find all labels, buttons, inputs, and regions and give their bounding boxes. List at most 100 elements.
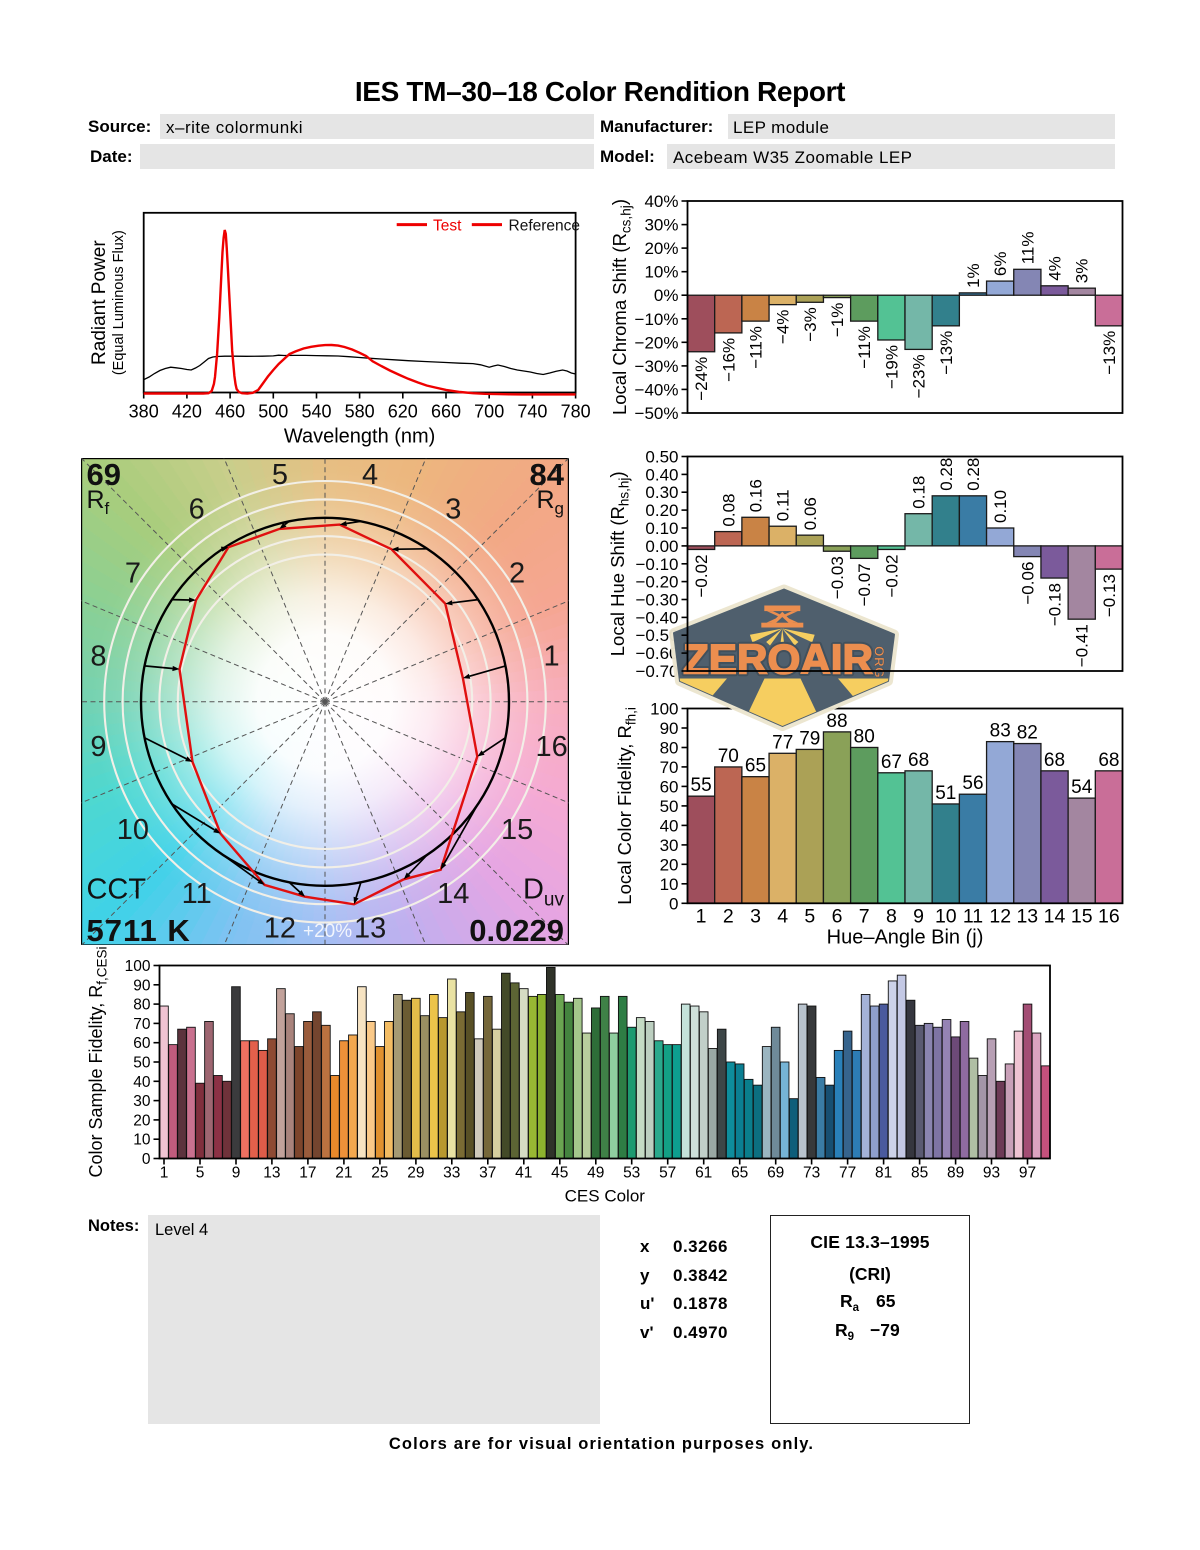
svg-text:41: 41: [515, 1165, 532, 1182]
svg-text:40: 40: [133, 1074, 151, 1091]
svg-text:10: 10: [116, 814, 148, 846]
svg-text:10: 10: [133, 1132, 151, 1149]
svg-text:68: 68: [908, 750, 929, 771]
svg-text:77: 77: [839, 1165, 856, 1182]
svg-text:Local Color Fidelity, Rfh,i: Local Color Fidelity, Rfh,i: [614, 707, 639, 905]
svg-text:25: 25: [371, 1165, 388, 1182]
svg-text:−0.03: −0.03: [828, 556, 847, 599]
svg-text:620: 620: [388, 402, 418, 422]
svg-text:12: 12: [989, 905, 1011, 927]
svg-text:97: 97: [1019, 1165, 1036, 1182]
svg-text:80: 80: [854, 727, 875, 748]
svg-text:20: 20: [133, 1112, 151, 1129]
svg-text:−0.06: −0.06: [1018, 562, 1037, 605]
svg-text:−16%: −16%: [719, 338, 738, 382]
svg-text:54: 54: [1071, 777, 1093, 798]
svg-text:93: 93: [983, 1165, 1000, 1182]
svg-text:−19%: −19%: [882, 345, 901, 389]
svg-text:−0.40: −0.40: [635, 608, 678, 627]
svg-text:69: 69: [767, 1165, 784, 1182]
svg-text:80: 80: [660, 739, 679, 758]
svg-text:−24%: −24%: [692, 357, 711, 401]
svg-text:2: 2: [723, 905, 734, 927]
svg-text:460: 460: [215, 402, 245, 422]
svg-text:Rf: Rf: [86, 486, 109, 518]
svg-text:0%: 0%: [654, 286, 679, 305]
svg-text:88: 88: [826, 711, 847, 732]
svg-text:0.28: 0.28: [964, 458, 983, 491]
svg-text:14: 14: [1044, 905, 1066, 927]
svg-text:3%: 3%: [1073, 259, 1092, 284]
svg-text:780: 780: [561, 402, 591, 422]
svg-text:Color Sample Fidelity, Rf,CESi: Color Sample Fidelity, Rf,CESi: [86, 947, 110, 1178]
svg-text:16: 16: [535, 731, 567, 763]
svg-text:Wavelength (nm): Wavelength (nm): [284, 426, 436, 448]
svg-text:69: 69: [86, 458, 120, 492]
svg-text:53: 53: [623, 1165, 640, 1182]
svg-text:81: 81: [875, 1165, 892, 1182]
svg-text:11: 11: [963, 905, 983, 927]
svg-text:6: 6: [832, 905, 843, 927]
svg-text:5711 K: 5711 K: [86, 913, 190, 945]
svg-text:660: 660: [431, 402, 461, 422]
svg-text:−0.13: −0.13: [1100, 574, 1119, 617]
svg-text:30%: 30%: [644, 216, 678, 235]
svg-text:4%: 4%: [1046, 256, 1065, 281]
svg-text:540: 540: [301, 402, 331, 422]
svg-text:0.06: 0.06: [801, 497, 820, 530]
svg-text:68: 68: [1044, 750, 1065, 771]
svg-text:500: 500: [258, 402, 288, 422]
svg-text:9: 9: [232, 1165, 241, 1182]
svg-text:−20%: −20%: [635, 333, 679, 352]
svg-text:CCT: CCT: [86, 873, 146, 905]
svg-text:−40%: −40%: [635, 380, 679, 399]
svg-text:−0.07: −0.07: [855, 563, 874, 606]
svg-text:−11%: −11%: [855, 326, 874, 369]
svg-text:3: 3: [750, 905, 761, 927]
svg-text:70: 70: [718, 746, 739, 767]
svg-text:40%: 40%: [644, 192, 678, 211]
svg-text:65: 65: [731, 1165, 748, 1182]
svg-text:−0.60: −0.60: [635, 644, 678, 663]
svg-text:84: 84: [529, 458, 564, 492]
svg-text:77: 77: [772, 732, 793, 753]
svg-text:67: 67: [881, 752, 902, 773]
svg-text:−0.10: −0.10: [635, 555, 678, 574]
svg-text:0: 0: [669, 894, 678, 913]
svg-text:65: 65: [745, 756, 766, 777]
svg-text:5: 5: [271, 459, 287, 491]
svg-text:0.16: 0.16: [747, 479, 766, 512]
svg-text:Duv: Duv: [522, 873, 563, 910]
svg-text:83: 83: [990, 721, 1011, 742]
svg-text:−23%: −23%: [910, 354, 929, 398]
svg-text:68: 68: [1098, 750, 1119, 771]
svg-text:1: 1: [543, 640, 559, 672]
svg-text:ZEROAIR: ZEROAIR: [683, 636, 873, 683]
svg-text:13: 13: [353, 912, 385, 944]
svg-text:−0.20: −0.20: [635, 573, 678, 592]
svg-text:0.00: 0.00: [645, 537, 678, 556]
svg-text:8: 8: [886, 905, 897, 927]
svg-text:13: 13: [263, 1165, 280, 1182]
svg-text:70: 70: [660, 758, 679, 777]
svg-text:20: 20: [660, 855, 679, 874]
svg-text:420: 420: [172, 402, 202, 422]
svg-text:0.08: 0.08: [719, 494, 738, 527]
svg-text:Local Chroma Shift (Rcs,hj): Local Chroma Shift (Rcs,hj): [609, 199, 634, 415]
svg-text:−13%: −13%: [937, 331, 956, 375]
svg-text:16: 16: [1098, 905, 1120, 927]
svg-text:−0.41: −0.41: [1073, 624, 1092, 667]
svg-text:10: 10: [935, 905, 957, 927]
svg-text:Reference: Reference: [509, 218, 581, 235]
svg-text:−0.02: −0.02: [882, 555, 901, 598]
svg-text:−50%: −50%: [635, 404, 679, 423]
svg-text:33: 33: [443, 1165, 460, 1182]
svg-text:7: 7: [124, 557, 140, 589]
svg-text:10: 10: [660, 875, 679, 894]
svg-text:40: 40: [660, 816, 679, 835]
svg-text:12: 12: [263, 912, 295, 944]
svg-text:Hue–Angle Bin (j): Hue–Angle Bin (j): [827, 926, 984, 948]
svg-text:73: 73: [803, 1165, 820, 1182]
svg-text:5: 5: [804, 905, 815, 927]
svg-text:30: 30: [133, 1093, 151, 1110]
